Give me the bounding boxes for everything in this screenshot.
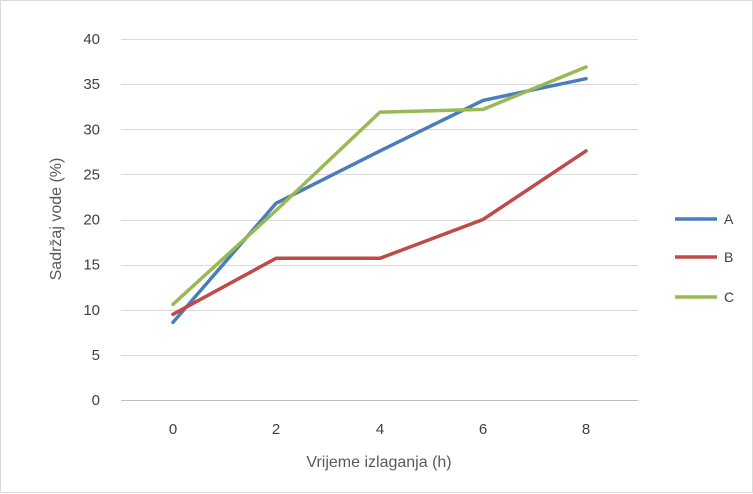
series-line-a [171, 76, 588, 325]
x-tick-label: 6 [479, 421, 487, 438]
series-line-c [171, 65, 588, 307]
series-lines [171, 65, 588, 325]
x-tick-label: 0 [169, 421, 177, 438]
x-tick-label: 4 [376, 421, 384, 438]
y-tick-label: 15 [83, 257, 100, 274]
gridlines [121, 39, 638, 356]
x-tick-label: 8 [582, 421, 590, 438]
y-tick-label: 25 [83, 166, 100, 183]
y-tick-label: 20 [83, 212, 100, 229]
legend-label-a: A [724, 211, 734, 227]
y-tick-label: 5 [92, 347, 100, 364]
y-tick-label: 40 [83, 31, 100, 48]
legend: A B C [675, 211, 734, 305]
legend-label-b: B [724, 249, 733, 265]
legend-label-c: C [724, 289, 734, 305]
y-tick-label: 30 [83, 121, 100, 138]
tick-labels: 0 5 10 15 20 25 30 35 40 0 2 4 6 8 [83, 31, 590, 438]
y-tick-label: 10 [83, 302, 100, 319]
y-tick-label: 35 [83, 76, 100, 93]
y-tick-label: 0 [92, 392, 100, 409]
y-axis-title: Sadržaj vode (%) [48, 158, 65, 281]
x-tick-label: 2 [272, 421, 280, 438]
x-axis-title: Vrijeme izlaganja (h) [306, 454, 451, 471]
series-line-b [171, 149, 588, 317]
